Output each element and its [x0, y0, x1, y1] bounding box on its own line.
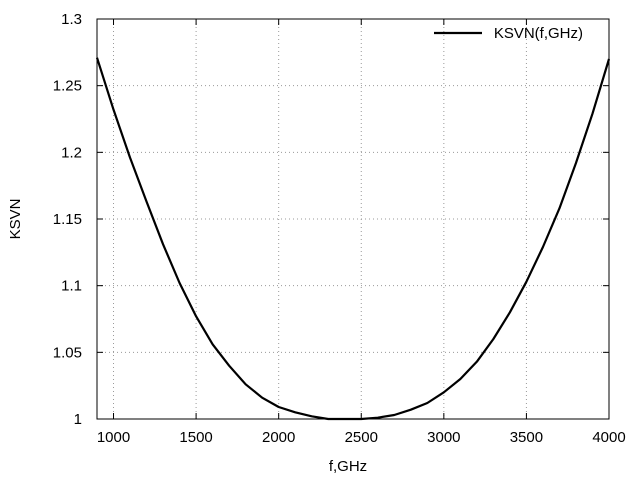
x-tick-label: 3000 [427, 429, 460, 446]
x-tick-label: 2500 [345, 429, 378, 446]
axis-ticks: 1000 1500 2000 2500 3000 3500 4000 1 1.05 1.1 1.15… [53, 11, 626, 446]
y-tick-label: 1.2 [61, 144, 82, 161]
x-tick-label: 1500 [179, 429, 212, 446]
x-tick-label: 2000 [262, 429, 295, 446]
legend-label: KSVN(f,GHz) [494, 25, 583, 42]
y-tick-label: 1.05 [53, 344, 82, 361]
grid [97, 18, 610, 420]
y-axis-label: KSVN [7, 199, 24, 240]
y-tick-label: 1.25 [53, 78, 82, 95]
y-tick-label: 1.15 [53, 211, 82, 228]
series-layer [95, 57, 611, 421]
y-tick-label: 1 [74, 411, 82, 428]
series-line [95, 57, 611, 421]
x-tick-label: 1000 [97, 429, 130, 446]
x-axis-label: f,GHz [329, 458, 367, 475]
legend: KSVN(f,GHz) [434, 25, 583, 42]
y-tick-label: 1.1 [61, 278, 82, 295]
x-tick-label: 4000 [592, 429, 625, 446]
y-tick-label: 1.3 [61, 11, 82, 28]
x-tick-label: 3500 [510, 429, 543, 446]
